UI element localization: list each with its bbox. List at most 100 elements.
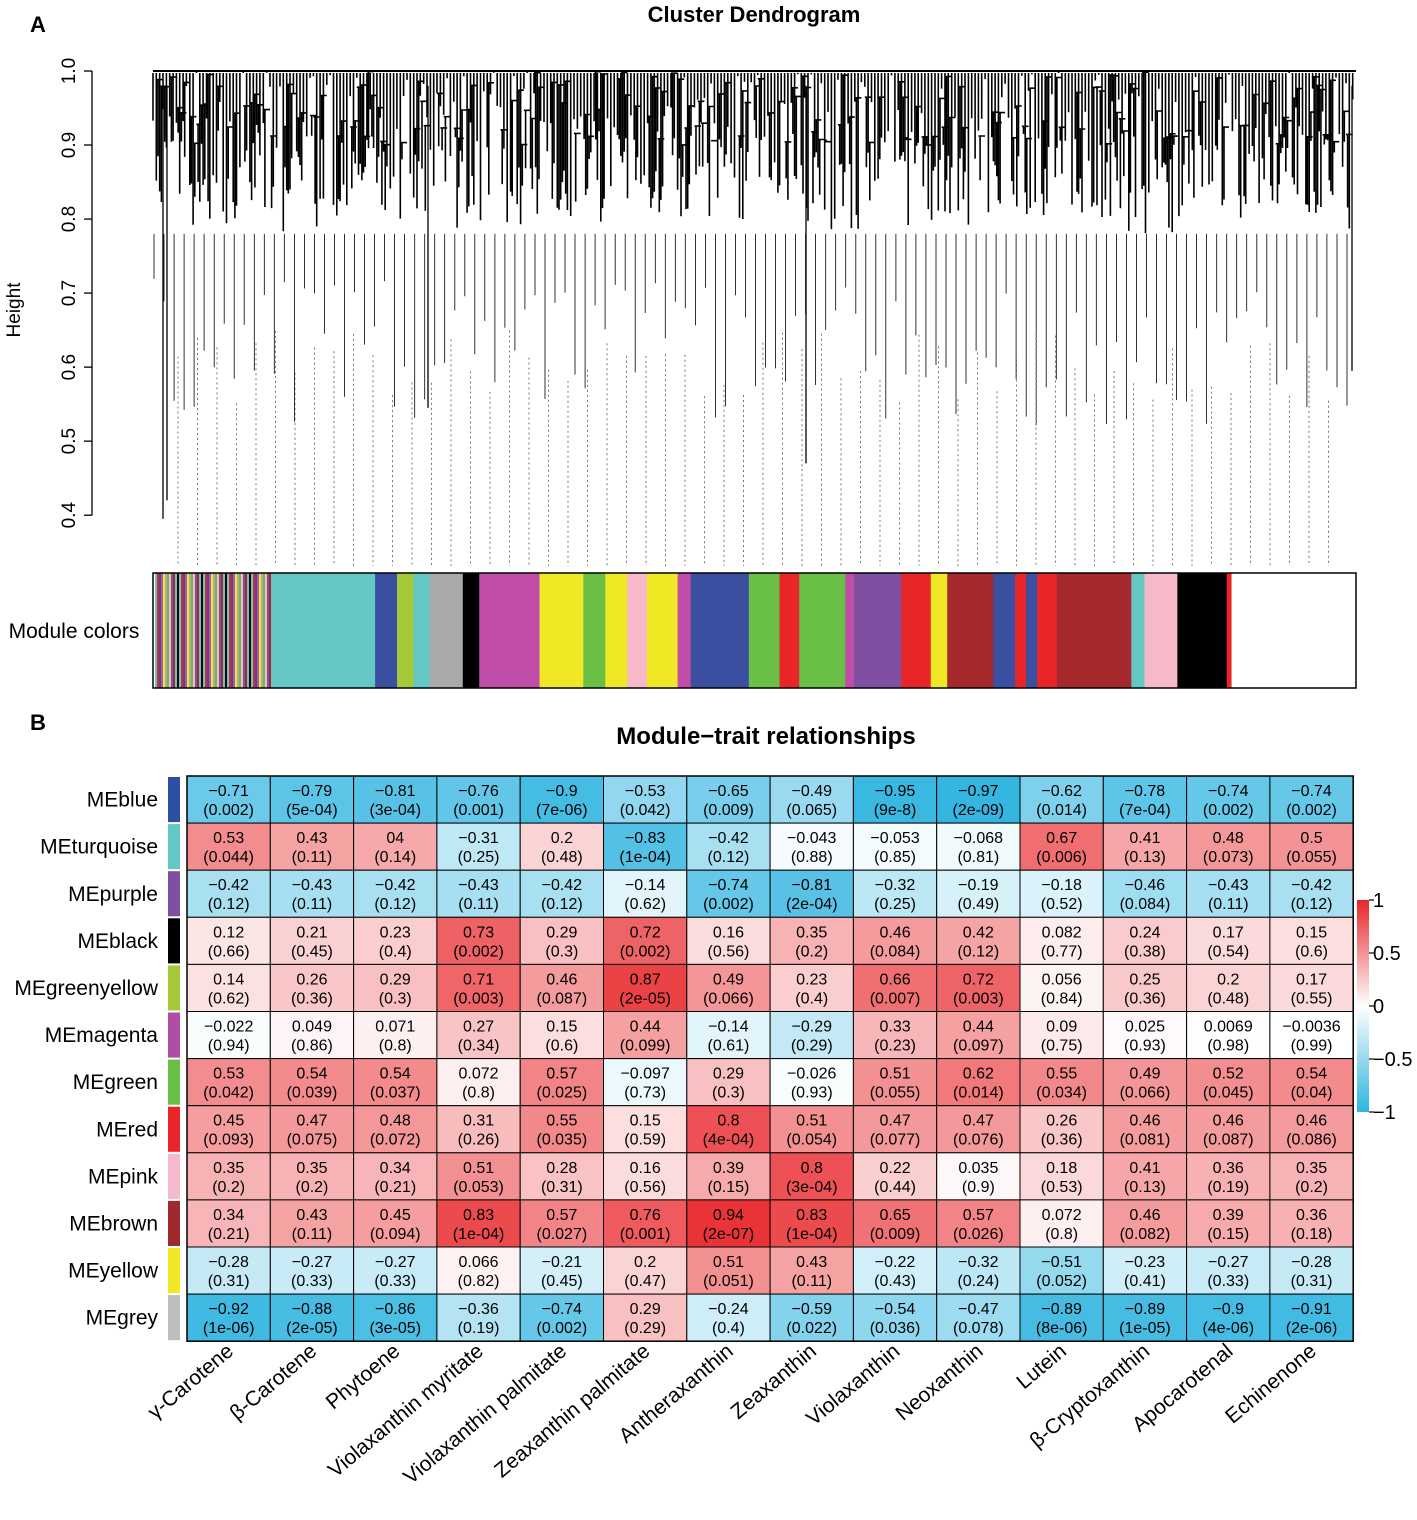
heatmap-cell-pvalue: (0.77) (1041, 943, 1083, 960)
module-color-stripe (197, 573, 199, 688)
module-color-strip (152, 572, 1357, 689)
heatmap-cell (436, 869, 521, 918)
heatmap-cell-correlation: 0.36 (1213, 1160, 1244, 1177)
heatmap-cell-correlation: −0.23 (1125, 1254, 1166, 1271)
module-colors-label: Module colors (9, 620, 140, 643)
module-color-block (1144, 573, 1178, 688)
heatmap-cell (1102, 869, 1188, 918)
module-color-block (947, 573, 994, 688)
heatmap-cell (186, 1152, 271, 1201)
module-color-stripe (207, 573, 209, 688)
heatmap-cell-pvalue: (0.34) (458, 1038, 500, 1055)
module-color-block (271, 573, 376, 688)
module-color-block (397, 573, 414, 688)
module-color-block (779, 573, 800, 688)
module-color-stripe (269, 573, 271, 688)
heatmap-cell-pvalue: (0.002) (203, 802, 254, 819)
heatmap-cell-pvalue: (0.49) (957, 896, 999, 913)
heatmap-cell-pvalue: (0.087) (1203, 1132, 1254, 1149)
module-color-block (854, 573, 902, 688)
module-color-stripe (245, 573, 247, 688)
heatmap-cell (436, 1293, 521, 1342)
heatmap-cell-correlation: −0.74 (708, 877, 749, 894)
module-color-block (1037, 573, 1058, 688)
row-label: MEpink (88, 1165, 159, 1188)
heatmap-cell-pvalue: (0.29) (624, 1320, 666, 1337)
heatmap-cell-pvalue: (0.042) (203, 1085, 254, 1102)
heatmap-cell (1269, 775, 1354, 824)
module-color-stripe (185, 573, 187, 688)
module-color-stripe (159, 573, 161, 688)
module-color-stripe (167, 573, 169, 688)
heatmap-cell-pvalue: (0.002) (1203, 802, 1254, 819)
heatmap-cell-pvalue: (0.066) (1120, 1085, 1171, 1102)
heatmap-cell-pvalue: (0.053) (453, 1179, 504, 1196)
module-color-block (462, 573, 480, 688)
module-color-stripe (257, 573, 259, 688)
heatmap-cell-correlation: 04 (386, 830, 404, 847)
heatmap-cell-correlation: −0.27 (375, 1254, 416, 1271)
heatmap-cell-correlation: −0.27 (292, 1254, 333, 1271)
heatmap-cell-correlation: 0.049 (292, 1019, 332, 1036)
heatmap-cell (603, 1105, 688, 1154)
row-color-swatch (168, 1248, 180, 1294)
heatmap-cell-correlation: −0.18 (1041, 877, 1082, 894)
heatmap-cell-correlation: 0.72 (963, 971, 994, 988)
module-color-stripe (243, 573, 245, 688)
heatmap-cell-pvalue: (0.055) (1286, 849, 1337, 866)
heatmap-cell-pvalue: (9e-8) (874, 802, 917, 819)
dendrogram-tree (152, 70, 1356, 566)
heatmap-cell-pvalue: (0.6) (545, 1038, 578, 1055)
heatmap-cell (269, 1058, 355, 1107)
heatmap-cell-pvalue: (0.037) (370, 1085, 421, 1102)
heatmap-cell-pvalue: (0.36) (1041, 1132, 1083, 1149)
heatmap-cell-correlation: −0.54 (875, 1301, 916, 1318)
heatmap-cell-pvalue: (4e-06) (1202, 1320, 1254, 1337)
module-color-stripe (215, 573, 217, 688)
heatmap-cell-correlation: 0.09 (1046, 1019, 1077, 1036)
heatmap-cell (686, 1293, 771, 1342)
heatmap-cell (186, 775, 271, 824)
heatmap-cell-pvalue: (0.035) (536, 1132, 587, 1149)
heatmap-cell (186, 822, 271, 871)
heatmap-cell (686, 1152, 771, 1201)
heatmap-cell-pvalue: (7e-04) (1119, 802, 1171, 819)
heatmap-cell-pvalue: (2e-05) (619, 990, 671, 1007)
heatmap-cell (686, 1105, 771, 1154)
heatmap-cell-correlation: 0.39 (713, 1160, 744, 1177)
heatmap-cell (852, 775, 938, 824)
heatmap-cell-pvalue: (0.53) (1041, 1179, 1083, 1196)
heatmap-cell-pvalue: (0.85) (874, 849, 916, 866)
heatmap-cell (1102, 916, 1188, 965)
heatmap-cell-correlation: −0.86 (375, 1301, 416, 1318)
heatmap-cell-correlation: −0.53 (625, 783, 666, 800)
heatmap-cell-correlation: 0.87 (630, 971, 661, 988)
heatmap-cell (686, 822, 771, 871)
heatmap-cell-correlation: 0.26 (1046, 1113, 1077, 1130)
heatmap-cell-correlation: −0.76 (458, 783, 499, 800)
heatmap-cell-correlation: 0.36 (1296, 1207, 1327, 1224)
height-axis: 0.4 0.5 0.6 0.7 0.8 0.9 1.0 (59, 58, 93, 529)
heatmap-cell-pvalue: (0.41) (1124, 1273, 1166, 1290)
module-color-block (845, 573, 855, 688)
module-color-block (583, 573, 606, 688)
heatmap-cell-pvalue: (0.036) (870, 1320, 921, 1337)
heatmap-cell-correlation: −0.9 (1212, 1301, 1244, 1318)
heatmap-cell-pvalue: (0.009) (703, 802, 754, 819)
heatmap-cell-correlation: 0.035 (958, 1160, 998, 1177)
heatmap-cell (353, 963, 438, 1013)
heatmap-cell (1102, 1105, 1188, 1154)
module-color-stripe (223, 573, 225, 688)
module-color-stripe (237, 573, 239, 688)
legend-tick-label: 0 (1373, 996, 1384, 1018)
height-tick-label: 0.4 (59, 502, 80, 529)
heatmap-cell-correlation: −0.62 (1041, 783, 1082, 800)
heatmap-cell (519, 916, 605, 965)
heatmap-cell-pvalue: (0.44) (874, 1179, 916, 1196)
module-color-block (901, 573, 932, 688)
heatmap-cell-correlation: 0.025 (1125, 1019, 1165, 1036)
module-color-block (627, 573, 648, 688)
module-color-stripe (191, 573, 193, 688)
heatmap-cell-correlation: 0.45 (380, 1207, 411, 1224)
heatmap-cell-pvalue: (0.36) (1124, 990, 1166, 1007)
